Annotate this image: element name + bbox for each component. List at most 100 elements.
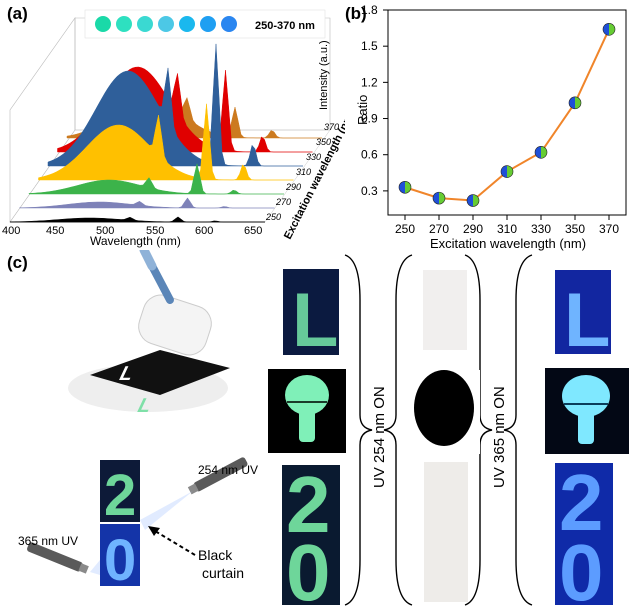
lamp-stem-green [299, 410, 315, 442]
photo-20-daylight [424, 462, 468, 602]
photo-2-green: 2 [286, 460, 331, 549]
ratio-markers [398, 22, 616, 207]
lamp-bulb-green [285, 375, 329, 415]
x-tick: 600 [195, 225, 213, 237]
spectrum-250 [9, 216, 265, 223]
excitation-dot [137, 16, 153, 32]
x-tick-label: 270 [429, 222, 449, 236]
ratio-marker [534, 145, 548, 159]
excitation-dot [200, 16, 216, 32]
uv-365-lamp-icon [27, 542, 89, 574]
lamp-demo: 2 0 254 nm UV 365 nm UV Black curtain [18, 457, 258, 593]
photo-l-green [283, 269, 339, 355]
z-tick: 310 [296, 167, 311, 177]
x-axis-label: Wavelength (nm) [90, 234, 181, 248]
uv-254-label: 254 nm UV [198, 463, 258, 477]
uv-365-beam [90, 560, 100, 575]
z-tick: 270 [275, 197, 291, 207]
ratio-marker [466, 194, 480, 207]
digit-2: 2 [104, 463, 136, 528]
b-x-axis-label: Excitation wavelength (nm) [430, 236, 586, 251]
panel-label-b: (b) [345, 4, 367, 23]
z-axis-label: Excitation wavelength (nm) [282, 109, 345, 242]
spectrum-270 [19, 197, 275, 209]
uv254-photos: L 2 0 [268, 269, 346, 608]
photo-l-blue-letter: L [564, 278, 610, 363]
plot-frame [387, 9, 627, 216]
spectrum-290 [28, 163, 284, 195]
panel-label-a: (a) [7, 4, 28, 23]
x-tick: 450 [46, 225, 64, 237]
z-tick: 250 [265, 212, 281, 222]
black-mask-sheet [90, 350, 230, 395]
brackets [344, 254, 533, 606]
lamp-stem-blue [578, 412, 594, 444]
x-tick: 500 [96, 225, 114, 237]
excitation-dot [95, 16, 111, 32]
z-tick: 370 [324, 122, 339, 132]
panel-b-ratio-chart: 250 270 290 310 330 350 3700.30.60.91.21.51.8 … [355, 3, 627, 251]
excitation-dot [221, 16, 237, 32]
lamp-off [414, 370, 474, 446]
panel-c-illustration: L L 2 0 254 nm UV 365 nm UV Black curtai… [18, 250, 629, 608]
x-tick-label: 350 [565, 222, 585, 236]
photo-l-green-letter: L [292, 278, 338, 363]
uv-254-beam [140, 491, 193, 530]
z-tick: 290 [285, 182, 301, 192]
uv365-photos: L 2 0 [545, 270, 629, 608]
x-tick-label: 250 [395, 222, 415, 236]
y-tick-label: 0.9 [361, 112, 378, 126]
roller-grip [139, 250, 157, 271]
photo-l-daylight [423, 270, 467, 350]
excitation-dot [179, 16, 195, 32]
y-tick-label: 1.5 [361, 39, 378, 53]
y-axis-label: Intensity (a.u.) [318, 40, 330, 110]
photo-0-green: 0 [286, 528, 331, 608]
excitation-dot [158, 16, 174, 32]
roller-cylinder [138, 294, 212, 356]
ratio-marker [398, 180, 412, 194]
z-tick: 350 [316, 137, 331, 147]
y-tick-label: 0.6 [361, 148, 378, 162]
x-tick: 400 [2, 225, 20, 237]
col-label-uv254: UV 254 nm ON [371, 386, 388, 488]
uv-365-label: 365 nm UV [18, 534, 78, 548]
ratio-marker [602, 22, 616, 36]
b-y-axis-label: Ratio [355, 95, 370, 125]
photo-2-blue: 2 [559, 458, 604, 547]
photo-20-blue [555, 463, 613, 605]
z-tick: 330 [306, 152, 321, 162]
curtain-arrowhead [148, 526, 160, 536]
x-tick: 650 [244, 225, 262, 237]
x-tick-label: 290 [463, 222, 483, 236]
digit-0-panel [100, 524, 140, 586]
photo-l-blue [555, 270, 611, 354]
x-tick-label: 310 [497, 222, 517, 236]
y-tick-label: 1.2 [361, 75, 378, 89]
z-ticks: 250 270 290 310 330 350 370 [265, 122, 339, 222]
ratio-marker [432, 191, 446, 205]
axis-ticks: 250 270 290 310 330 350 370 0.3 0.6 0.9 1.2 1.5 1.8 [361, 3, 619, 236]
lamp-bulb-blue [562, 375, 610, 417]
digit-2-panel [100, 460, 140, 522]
x-tick-label: 370 [599, 222, 619, 236]
banner-dots [95, 16, 237, 32]
x-tick: 550 [146, 225, 164, 237]
panel-label-c: (c) [7, 253, 28, 272]
curtain-arrow [149, 527, 196, 556]
y-tick-label: 0.3 [361, 184, 378, 198]
photo-20-green [282, 465, 340, 605]
y-tick-label: 1.8 [361, 3, 378, 17]
spectra-group [9, 43, 322, 223]
panel-a-waterfall-plot: 250-370 nm 400 450 500 550 600 650 Wavel… [2, 9, 345, 248]
digit-0: 0 [104, 528, 136, 593]
photo-0-blue: 0 [559, 528, 604, 608]
uv-254-lamp-icon [187, 457, 248, 495]
roller-illustration: L L [68, 250, 230, 417]
x-tick-label: 330 [531, 222, 551, 236]
daylight-photos [410, 270, 480, 602]
spectrum-310 [38, 103, 294, 181]
x-ticks: 400 450 500 550 600 650 [2, 225, 262, 237]
ratio-marker [500, 165, 514, 178]
banner-text: 250-370 nm [255, 20, 315, 32]
